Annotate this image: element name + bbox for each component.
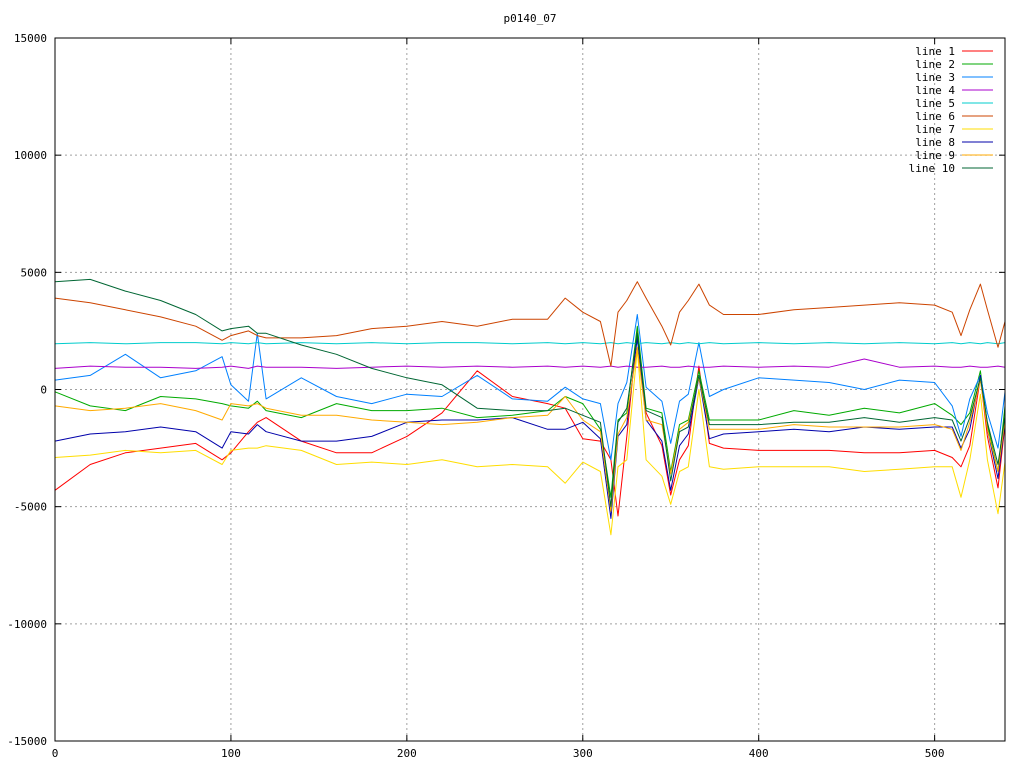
y-tick-label: 15000: [14, 32, 47, 45]
axis-ticks: 0 100 200 300 400 500 -15000 -10000 -5000 0 5000 10…: [7, 32, 1005, 760]
legend-label: line 1: [915, 45, 955, 58]
legend-label: line 7: [915, 123, 955, 136]
x-tick-label: 0: [52, 747, 59, 760]
series-1-line: [54, 330, 1006, 517]
y-tick-label: 10000: [14, 149, 47, 162]
legend-label: line 5: [915, 97, 955, 110]
legend-label: line 2: [915, 58, 955, 71]
y-tick-label: -15000: [7, 735, 47, 748]
x-tick-label: 100: [221, 747, 241, 760]
series-10-line: [54, 278, 1006, 508]
legend-label: line 3: [915, 71, 955, 84]
legend-label: line 6: [915, 110, 955, 123]
x-tick-label: 500: [925, 747, 945, 760]
legend-label: line 4: [915, 84, 955, 97]
series-7-line: [54, 349, 1006, 536]
x-tick-label: 200: [397, 747, 417, 760]
series-5-line: [54, 342, 1006, 345]
series-6-line: [54, 281, 1006, 367]
y-tick-label: 0: [40, 384, 47, 397]
grid: [55, 38, 1005, 741]
legend-label: line 8: [915, 136, 955, 149]
series-9-line: [54, 346, 1006, 512]
y-tick-label: 5000: [21, 266, 48, 279]
legend-label: line 10: [909, 162, 955, 175]
x-tick-label: 400: [749, 747, 769, 760]
y-tick-label: -5000: [14, 501, 47, 514]
series-8-line: [54, 337, 1006, 519]
x-tick-label: 300: [573, 747, 593, 760]
y-tick-label: -10000: [7, 618, 47, 631]
series-4-line: [54, 358, 1006, 369]
chart-title: p0140_07: [504, 12, 557, 25]
series-3-line: [54, 314, 1006, 461]
plot-area: [54, 278, 1006, 536]
legend-label: line 9: [915, 149, 955, 162]
